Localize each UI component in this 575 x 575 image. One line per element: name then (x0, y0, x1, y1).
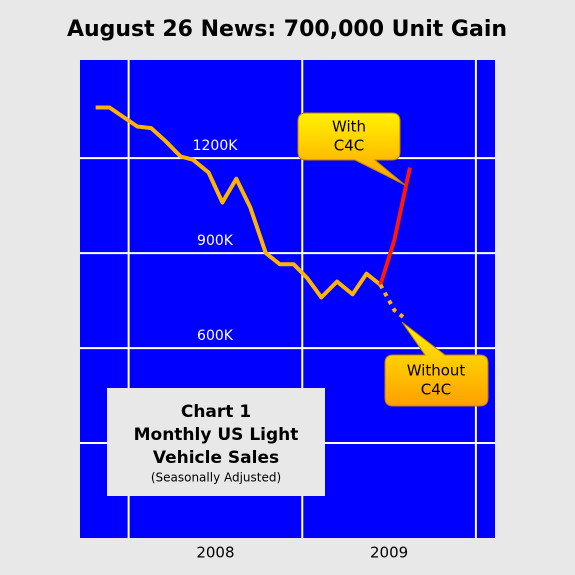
text-box-line: Monthly US Light (134, 425, 299, 445)
series-line (378, 283, 408, 322)
callout-text: C4C (334, 137, 365, 155)
text-box-line: Chart 1 (181, 402, 251, 422)
callout-text: Without (407, 362, 466, 380)
text-box-line: Vehicle Sales (153, 448, 279, 468)
text-box-note: (Seasonally Adjusted) (151, 471, 281, 485)
y-tick-label: 1200K (193, 138, 239, 154)
callout (384, 321, 489, 407)
chart-title: August 26 News: 700,000 Unit Gain (67, 17, 507, 42)
series-line (95, 105, 382, 300)
x-tick-label: 2009 (370, 544, 408, 562)
y-tick-label: 600K (197, 328, 234, 344)
callout (297, 112, 406, 186)
callout-text: C4C (421, 381, 452, 399)
x-tick-label: 2008 (196, 544, 234, 562)
series-line (378, 167, 412, 286)
y-tick-label: 900K (197, 233, 234, 249)
callout-text: With (332, 118, 366, 136)
text-box (107, 388, 325, 496)
